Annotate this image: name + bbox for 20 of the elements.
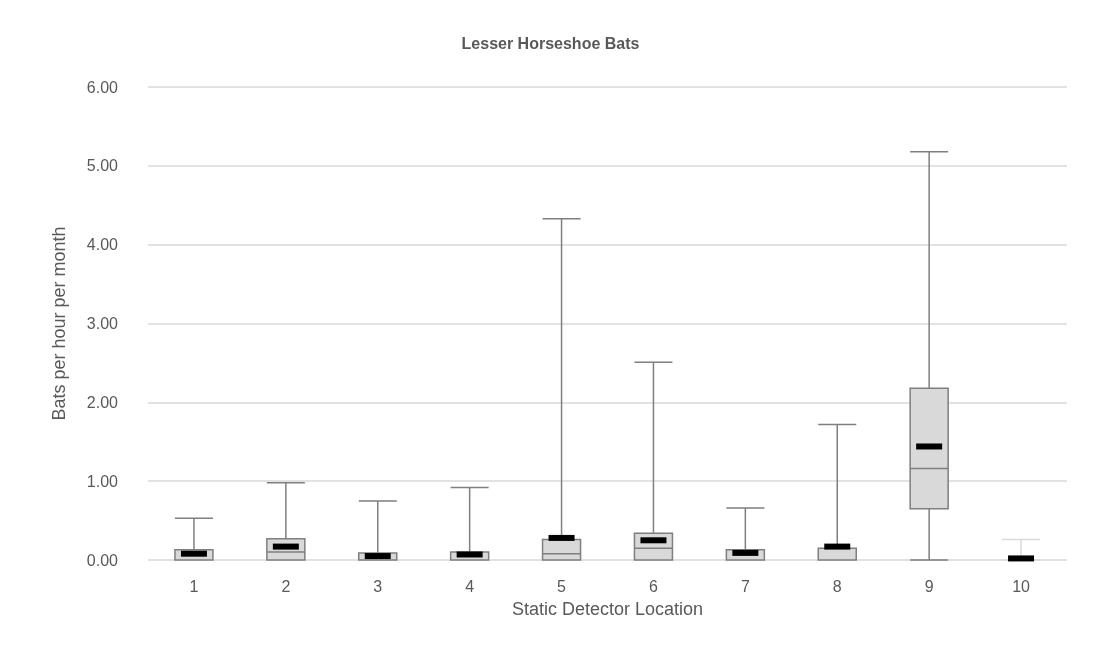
y-tick-label: 0.00 [86, 551, 119, 569]
y-tick-label: 2.00 [86, 393, 119, 411]
x-tick-label: 2 [281, 577, 291, 595]
y-tick-label: 4.00 [86, 236, 119, 254]
y-axis-title: Bats per hour per month [49, 226, 69, 421]
x-tick-label: 6 [649, 577, 658, 595]
y-tick-label: 5.00 [86, 157, 119, 175]
y-tick-label: 1.00 [86, 472, 119, 490]
x-tick-label: 10 [1012, 577, 1031, 595]
x-tick-label: 5 [557, 577, 567, 595]
x-tick-label: 1 [189, 577, 199, 595]
x-tick-label: 7 [740, 577, 750, 595]
y-tick-label: 3.00 [86, 315, 119, 332]
x-tick-label: 3 [373, 577, 383, 595]
x-axis-title: Static Detector Location [511, 599, 704, 619]
x-tick-label: 9 [924, 577, 934, 595]
chart-title: Lesser Horseshoe Bats [461, 34, 640, 52]
x-tick-label: 4 [465, 577, 475, 595]
y-tick-label: 6.00 [86, 78, 119, 96]
x-tick-label: 8 [832, 577, 842, 595]
